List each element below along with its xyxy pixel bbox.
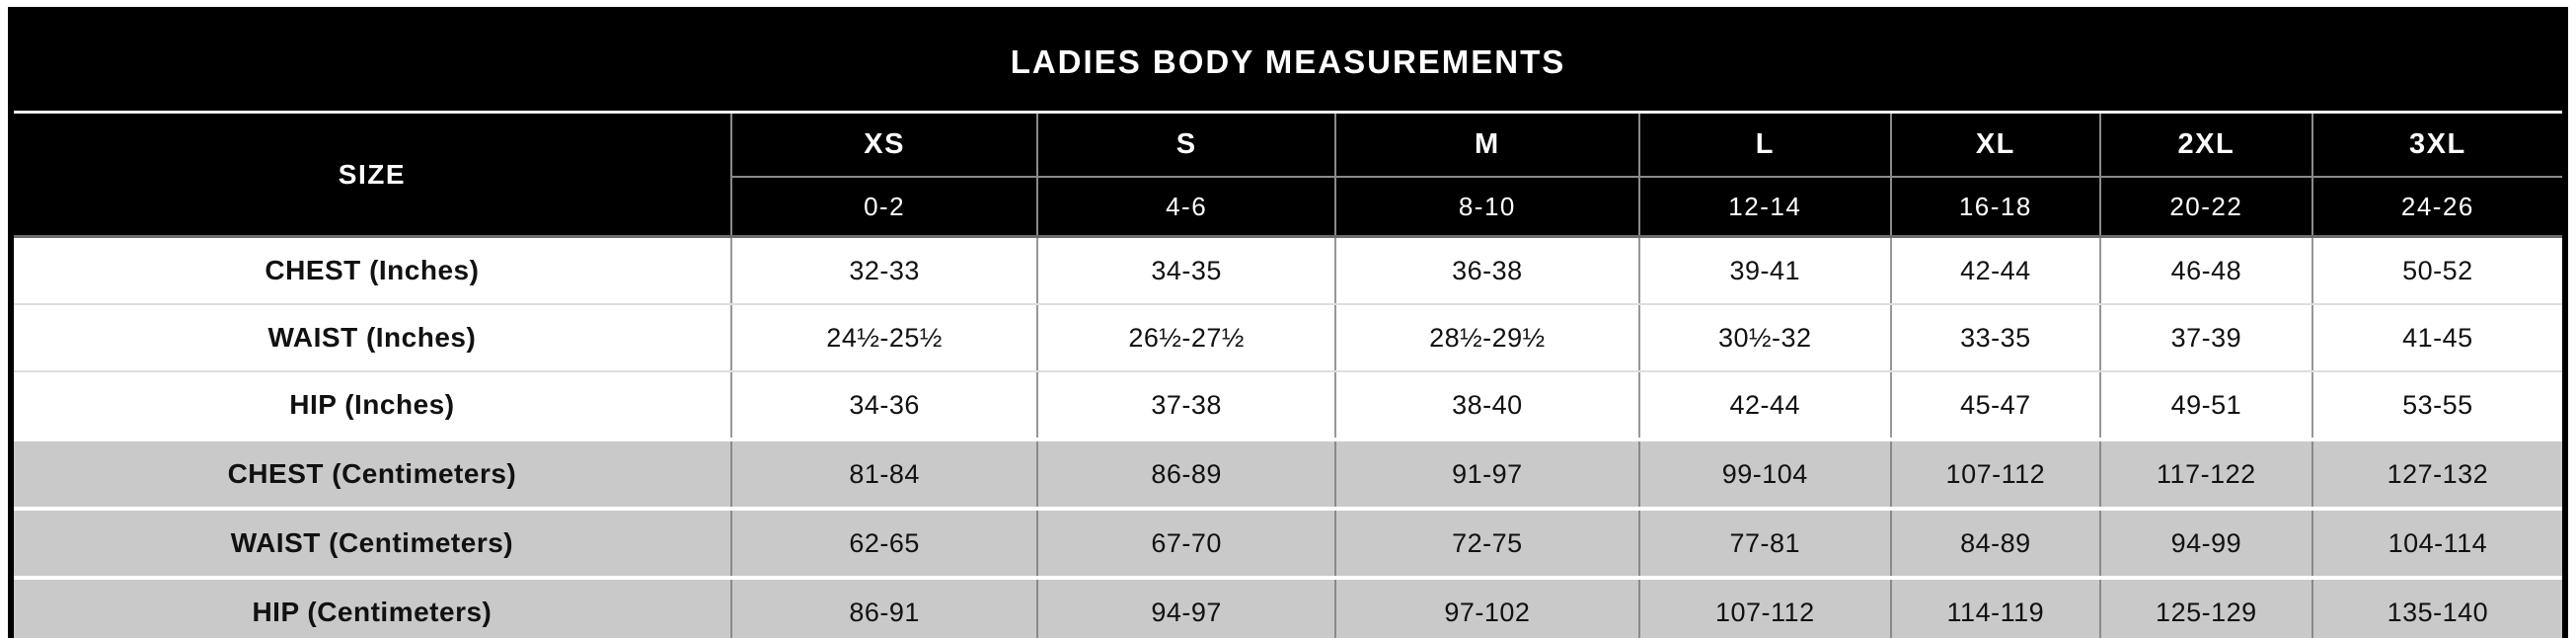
measurement-cell: 36-38: [1333, 235, 1640, 305]
measurement-cell: 125-129: [2098, 576, 2313, 638]
measurement-cell: 86-91: [729, 576, 1039, 638]
table-row-chest-centimeters: CHEST (Centimeters) 81-84 86-89 91-97 99…: [11, 438, 2565, 511]
table-row-chest-inches: CHEST (Inches) 32-33 34-35 36-38 39-41 4…: [11, 235, 2565, 305]
col-header-m: M: [1333, 112, 1640, 178]
size-range-row: 0-2 4-6 8-10 12-14 16-18 20-22 24-26: [11, 177, 2567, 238]
measurement-cell: 104-114: [2311, 507, 2565, 580]
measurement-cell: 42-44: [1637, 370, 1892, 440]
measurement-cell: 127-132: [2311, 438, 2565, 511]
measurement-cell: 28½-29½: [1333, 303, 1640, 372]
measurement-cell: 34-36: [729, 370, 1039, 440]
measurement-cell: 42-44: [1889, 235, 2101, 305]
size-range-cell: 12-14: [1637, 177, 1892, 238]
corner-header-size: SIZE: [11, 112, 732, 238]
row-label: HIP (Centimeters): [11, 576, 732, 638]
table-row-hip-inches: HIP (Inches) 34-36 37-38 38-40 42-44 45-…: [11, 370, 2565, 440]
size-range-cell: 8-10: [1333, 177, 1640, 238]
measurement-cell: 86-89: [1036, 438, 1336, 511]
measurement-cell: 77-81: [1637, 507, 1892, 580]
row-label: HIP (Inches): [11, 370, 732, 440]
size-range-cell: 16-18: [1889, 177, 2101, 238]
measurement-cell: 33-35: [1889, 303, 2101, 372]
measurement-cell: 107-112: [1889, 438, 2101, 511]
measurement-cell: 30½-32: [1637, 303, 1892, 372]
table-row-hip-centimeters: HIP (Centimeters) 86-91 94-97 97-102 107…: [11, 576, 2565, 638]
size-header-row: SIZE XS S M L XL 2XL 3XL: [11, 112, 2567, 238]
measurement-cell: 94-99: [2098, 507, 2313, 580]
measurement-cell: 32-33: [729, 235, 1039, 305]
measurement-cell: 24½-25½: [729, 303, 1039, 372]
measurement-cell: 34-35: [1036, 235, 1336, 305]
measurement-cell: 26½-27½: [1036, 303, 1336, 372]
table-row-waist-inches: WAIST (Inches) 24½-25½ 26½-27½ 28½-29½ 3…: [11, 303, 2565, 372]
measurement-cell: 99-104: [1637, 438, 1892, 511]
col-header-3xl: 3XL: [2311, 112, 2567, 178]
row-label: WAIST (Inches): [11, 303, 732, 372]
measurement-cell: 94-97: [1036, 576, 1336, 638]
chart-title: LADIES BODY MEASUREMENTS: [11, 10, 2565, 114]
measurement-cell: 50-52: [2311, 235, 2565, 305]
size-range-cell: 24-26: [2311, 177, 2567, 238]
measurement-cell: 81-84: [729, 438, 1039, 511]
measurement-cell: 37-39: [2098, 303, 2313, 372]
title-row: LADIES BODY MEASUREMENTS: [11, 10, 2565, 114]
measurement-cell: 45-47: [1889, 370, 2101, 440]
measurement-cell: 46-48: [2098, 235, 2313, 305]
row-label: CHEST (Inches): [11, 235, 732, 305]
measurement-cell: 117-122: [2098, 438, 2313, 511]
col-header-l: L: [1637, 112, 1892, 178]
size-range-cell: 20-22: [2098, 177, 2313, 238]
col-header-2xl: 2XL: [2098, 112, 2313, 178]
table-row-waist-centimeters: WAIST (Centimeters) 62-65 67-70 72-75 77…: [11, 507, 2565, 580]
ladies-body-measurements-table: LADIES BODY MEASUREMENTS SIZE XS S M L X…: [8, 7, 2568, 638]
measurement-cell: 97-102: [1333, 576, 1640, 638]
row-label: CHEST (Centimeters): [11, 438, 732, 511]
measurement-cell: 84-89: [1889, 507, 2101, 580]
col-header-s: S: [1036, 112, 1336, 178]
measurement-cell: 37-38: [1036, 370, 1336, 440]
measurement-cell: 41-45: [2311, 303, 2565, 372]
measurement-cell: 72-75: [1333, 507, 1640, 580]
measurement-cell: 91-97: [1333, 438, 1640, 511]
col-header-xs: XS: [729, 112, 1039, 178]
measurement-cell: 38-40: [1333, 370, 1640, 440]
row-label: WAIST (Centimeters): [11, 507, 732, 580]
measurement-cell: 49-51: [2098, 370, 2313, 440]
measurement-cell: 62-65: [729, 507, 1039, 580]
size-range-cell: 4-6: [1036, 177, 1336, 238]
col-header-xl: XL: [1889, 112, 2101, 178]
measurement-cell: 67-70: [1036, 507, 1336, 580]
measurement-cell: 53-55: [2311, 370, 2565, 440]
measurement-cell: 39-41: [1637, 235, 1892, 305]
measurement-cell: 135-140: [2311, 576, 2565, 638]
measurement-cell: 114-119: [1889, 576, 2101, 638]
size-range-cell: 0-2: [729, 177, 1039, 238]
measurement-cell: 107-112: [1637, 576, 1892, 638]
